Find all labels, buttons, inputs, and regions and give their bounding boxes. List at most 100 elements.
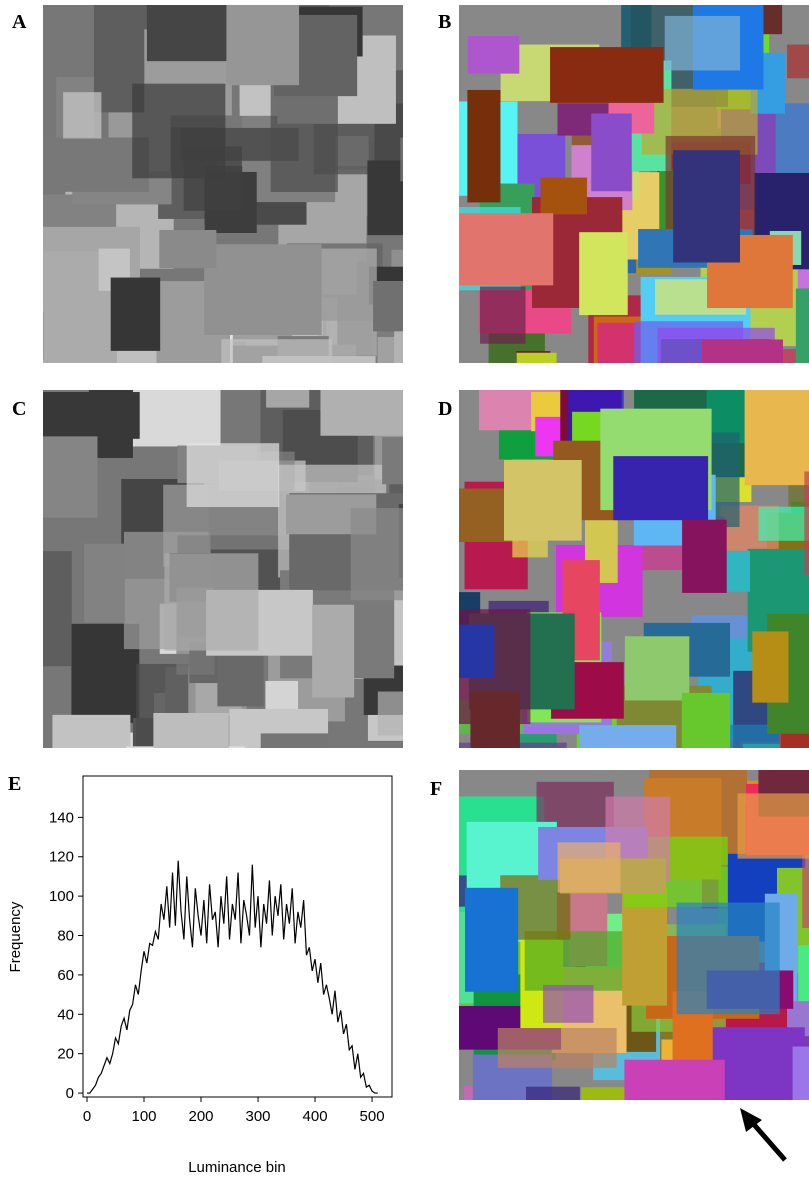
panel-label: F xyxy=(430,778,442,800)
mosaic-tile xyxy=(701,339,783,363)
y-tick-label: 60 xyxy=(57,967,74,984)
mosaic-tile xyxy=(579,232,628,316)
mosaic-tile xyxy=(226,5,300,86)
mosaic-tile xyxy=(497,1027,617,1068)
x-tick-label: 0 xyxy=(83,1108,91,1125)
mosaic-tile xyxy=(624,1059,725,1100)
data-line xyxy=(86,860,378,1094)
mosaic-tile xyxy=(164,553,259,651)
mosaic-tile xyxy=(796,1096,809,1100)
mosaic-tile xyxy=(467,36,520,74)
mosaic-tile xyxy=(470,691,520,748)
mosaic-tile xyxy=(266,390,310,408)
mosaic-tile xyxy=(229,708,329,748)
plot-frame xyxy=(82,775,393,1098)
mosaic-tile xyxy=(373,280,403,332)
mosaic-tile xyxy=(270,84,338,192)
mosaic-tile xyxy=(63,92,102,139)
x-tick-label: 500 xyxy=(360,1108,385,1125)
mosaic-tile xyxy=(798,945,809,1002)
mosaic-tile xyxy=(377,336,403,363)
mosaic-tile xyxy=(676,902,780,1015)
mosaic-tile xyxy=(465,887,519,992)
arrow xyxy=(740,1108,787,1162)
mosaic-tile xyxy=(459,213,554,286)
mosaic-tile xyxy=(504,460,582,541)
mosaic-tile xyxy=(480,286,526,344)
mosaic-tile xyxy=(758,506,809,541)
mosaic-tile xyxy=(526,1086,580,1100)
mosaic-images xyxy=(43,5,809,1100)
y-axis-label: Frequency xyxy=(7,901,24,972)
mosaic-tile xyxy=(681,692,731,748)
x-tick-label: 100 xyxy=(131,1108,156,1125)
y-tick-label: 140 xyxy=(49,809,74,826)
mosaic-tile xyxy=(682,519,727,593)
x-tick-label: 200 xyxy=(188,1108,213,1125)
mosaic-tile xyxy=(221,339,333,363)
mosaic-tile xyxy=(673,150,740,263)
panel-label: A xyxy=(12,11,27,33)
mosaic-tile xyxy=(382,437,403,485)
y-tick-label: 0 xyxy=(66,1085,74,1102)
mosaic xyxy=(43,5,403,363)
mosaic-tile xyxy=(43,436,98,518)
mosaic-tile xyxy=(400,137,403,182)
mosaic-tile xyxy=(43,551,72,667)
mosaic-tile xyxy=(459,624,495,679)
mosaic-tile xyxy=(795,288,809,363)
mosaic-tile xyxy=(804,471,809,575)
panel-label: C xyxy=(12,398,26,420)
mosaic-tile xyxy=(737,793,809,859)
mosaic-tile xyxy=(591,113,632,192)
mosaic-tile xyxy=(557,842,621,893)
y-tick-label: 100 xyxy=(49,888,74,905)
mosaic-tile xyxy=(624,636,690,701)
y-tick-label: 120 xyxy=(49,849,74,866)
mosaic-tile xyxy=(126,746,245,748)
mosaic-tile xyxy=(744,390,809,486)
x-tick-label: 400 xyxy=(303,1108,328,1125)
mosaic-tile xyxy=(802,853,809,928)
mosaic xyxy=(459,770,809,1100)
mosaic-tile xyxy=(613,456,709,521)
mosaic-tile xyxy=(204,244,322,335)
mosaic xyxy=(459,5,809,363)
panel-label: D xyxy=(438,398,452,420)
x-axis-label: Luminance bin xyxy=(188,1159,286,1176)
mosaic-tile xyxy=(543,984,594,1023)
mosaic-tile xyxy=(110,277,161,351)
mosaic-tile xyxy=(260,733,329,748)
mosaic-tile xyxy=(540,177,587,215)
mosaic-tile xyxy=(320,390,403,436)
y-tick-label: 40 xyxy=(57,1006,74,1023)
mosaic-tile xyxy=(159,229,217,269)
mosaic-tile xyxy=(84,543,125,623)
mosaic-tile xyxy=(524,931,637,991)
mosaic xyxy=(459,390,809,748)
mosaic-tile xyxy=(579,725,677,748)
mosaic-tile xyxy=(664,15,741,71)
mosaic-tile xyxy=(367,160,403,236)
mosaic-tile xyxy=(516,352,557,363)
panel-label: E xyxy=(8,773,21,795)
mosaic-tile xyxy=(550,47,664,103)
mosaic-tile xyxy=(787,44,809,79)
mosaic-tile xyxy=(186,443,280,508)
mosaic xyxy=(43,390,403,748)
mosaic-tile xyxy=(312,604,355,698)
panel-label: B xyxy=(438,11,451,33)
mosaic-tile xyxy=(792,1046,809,1100)
x-tick-label: 300 xyxy=(246,1108,271,1125)
mosaic-tile xyxy=(350,508,403,601)
mosaic-tile xyxy=(43,137,149,192)
y-tick-label: 20 xyxy=(57,1046,74,1063)
mosaic-tile xyxy=(797,256,809,289)
mosaic-tile xyxy=(467,89,501,203)
mosaic-tile xyxy=(52,714,131,748)
mosaic-tile xyxy=(581,1087,632,1100)
mosaic-tile xyxy=(153,712,229,748)
y-tick-label: 80 xyxy=(57,928,74,945)
mosaic-tile xyxy=(752,631,789,703)
